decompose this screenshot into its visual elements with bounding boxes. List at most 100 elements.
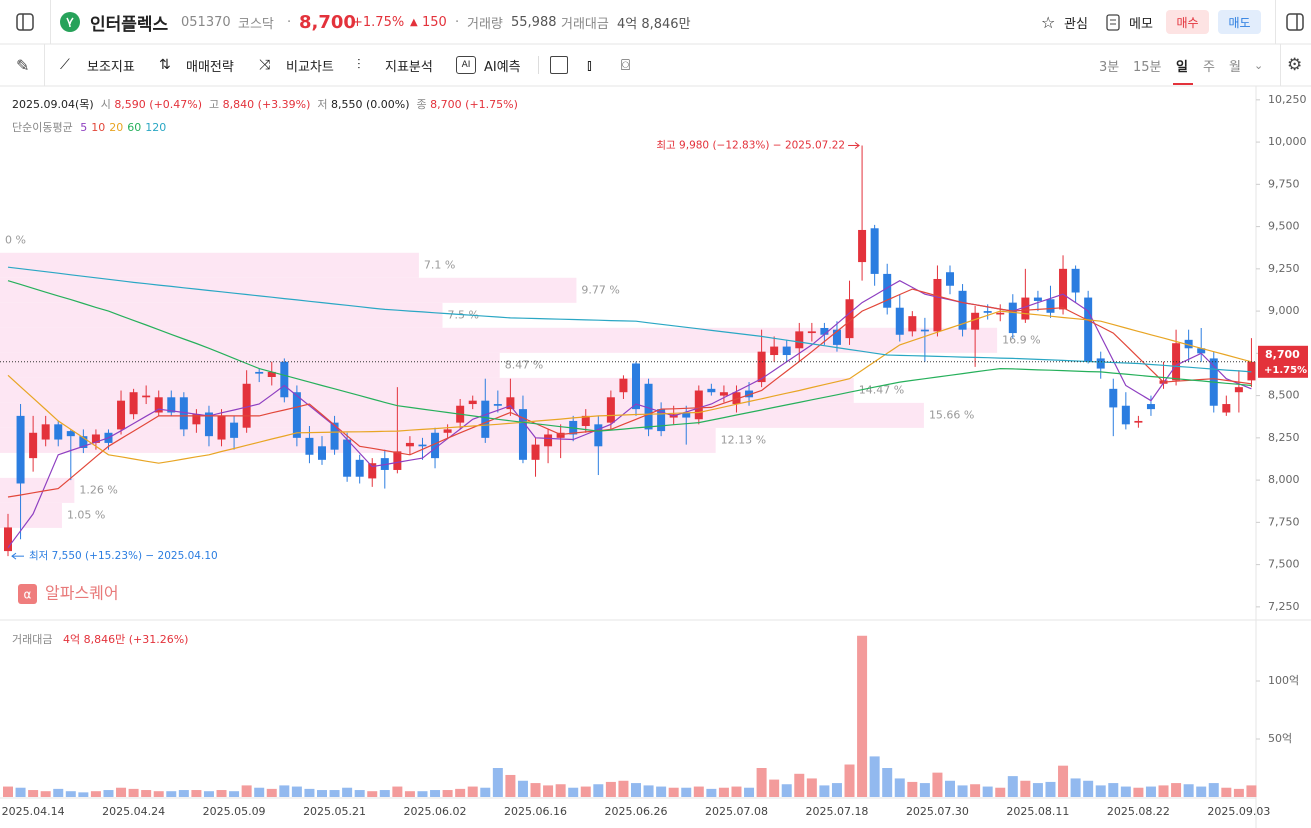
candle-body [933,278,942,332]
analysis-icon[interactable]: ⫶ [357,57,361,73]
period-active[interactable]: 일 [1176,59,1188,75]
sell-button[interactable]: 매도 [1218,10,1261,34]
ma-line [7,310,1252,464]
candle-body [745,390,754,398]
toolbar-item[interactable]: 매매전략 [186,59,234,75]
price: 8,700 [299,11,356,33]
volume-bar [731,786,742,797]
volume-bar [1208,783,1219,797]
x-tick-label: 2025.05.09 [203,805,266,818]
volume-bar [1083,780,1094,797]
volume-bar [442,790,453,797]
ma-line [7,288,1252,498]
candle-body [795,331,804,349]
profile-label: 0 % [5,233,26,246]
volume-bar [203,791,214,797]
compare-icon[interactable]: ⤨ [259,57,271,73]
change-pct: +1.75% [352,14,405,30]
ai-icon[interactable]: AI [456,56,476,74]
volume-bar [191,790,202,797]
logo [60,12,80,32]
volume-bar [455,788,466,797]
candle-body [644,383,653,430]
candle-body [167,397,176,413]
toolbar-item[interactable]: 지표분석 [385,59,433,75]
buy-button[interactable]: 매수 [1166,10,1209,34]
volume-bar [379,790,390,797]
y-tick-label: 100억 [1268,674,1299,687]
y-tick-label: 7,250 [1268,600,1300,613]
ma-label: 단순이동평균 [12,121,73,134]
volume-bar [1032,783,1043,797]
volume-bar [1007,776,1018,797]
candle-icon[interactable]: ⫾ [587,56,592,74]
toolbar-item[interactable]: 비교차트 [286,59,334,75]
volume-bar [1221,787,1232,797]
candle-body [481,400,490,438]
toolbar: ✎ ⟋ 보조지표 ⇅ 매매전략 ⤨ 비교차트 ⫶ 지표분석 AI AI예측 ⫾ … [0,44,1311,86]
volume-bar [819,785,830,797]
profile-label: 9.77 % [581,283,619,296]
y-tick-label: 8,000 [1268,473,1300,486]
candle-body [1021,297,1030,320]
y-tick-label: 50억 [1268,732,1292,745]
period[interactable]: 15분 [1133,59,1162,75]
volume-bar [1058,765,1069,797]
toolbar-item[interactable]: AI예측 [484,59,521,75]
candle-body [267,371,276,378]
y-tick-label: 10,250 [1268,93,1307,106]
candle-body [958,290,967,330]
volume-bar [15,787,26,797]
x-tick-label: 2025.07.18 [805,805,868,818]
low-annotation: 최저 7,550 (+15.23%) − 2025.04.10 [29,550,218,562]
volume-bar [103,790,114,797]
volume-bar [756,768,767,797]
stock-code: 051370 [181,14,231,30]
volume-bar [857,635,868,797]
volume-bar [693,786,704,797]
candle-body [757,351,766,383]
period[interactable]: 월 [1229,59,1241,75]
amount: 4억 8,846만 [617,16,691,32]
candle-body [1096,358,1105,369]
candle-body [632,363,640,410]
memo-icon[interactable] [1106,13,1120,31]
sidebar-toggle[interactable] [16,13,34,31]
toolbar-item[interactable]: 보조지표 [87,59,135,75]
period[interactable]: 주 [1203,59,1215,75]
profile-label: 7.1 % [424,258,455,271]
volume-bar [593,784,604,797]
volume-bar [568,787,579,797]
candle-body [1134,420,1143,423]
x-tick-label: 2025.07.30 [906,805,969,818]
period[interactable]: 3분 [1099,59,1120,75]
candle-body [142,395,151,398]
volume-bar [153,791,164,797]
candle-body [732,392,741,405]
candle-body [117,400,126,430]
volume-bar [794,773,805,797]
volume-label: 거래량 [467,16,503,32]
draw-icon[interactable]: ✎ [16,55,30,75]
layout-icon[interactable] [550,56,568,74]
profile-bar [0,477,75,503]
settings-icon[interactable]: ⚙ [1287,55,1303,75]
candle-body [217,415,226,440]
period-dropdown[interactable]: ⌄ [1254,58,1264,72]
star-icon[interactable]: ☆ [1041,12,1056,32]
candle-body [343,439,352,477]
info-high: 8,840 (+3.39%) [222,98,311,111]
profile-bar [0,502,62,528]
candle-body [1008,302,1017,334]
camera-icon[interactable]: ⌼ [621,56,631,74]
memo-button[interactable]: 메모 [1129,16,1153,32]
panel-toggle[interactable] [1286,13,1304,31]
watch-button[interactable]: 관심 [1064,16,1088,32]
volume-bar [354,790,365,797]
ma-line [7,266,1252,373]
strategy-icon[interactable]: ⇅ [159,57,171,73]
y-tick-label: 7,500 [1268,558,1300,571]
volume-bar [291,786,302,797]
candle-body [393,451,402,470]
indicator-icon[interactable]: ⟋ [60,57,70,73]
